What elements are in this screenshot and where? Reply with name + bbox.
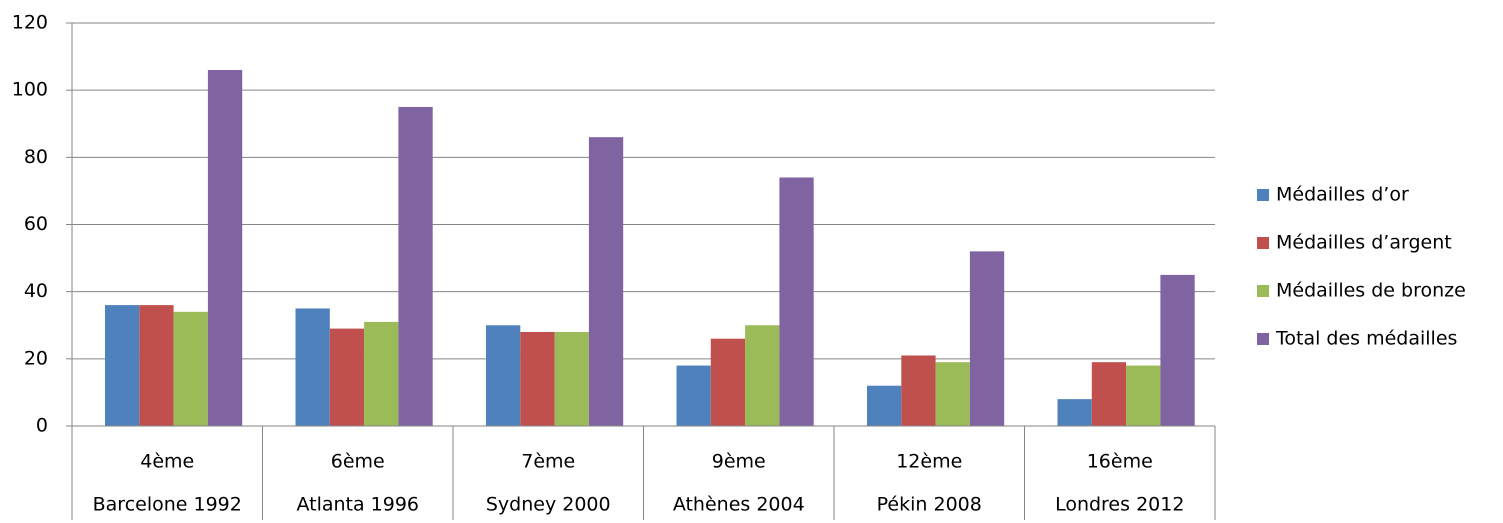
x-tick-label: Athènes 2004 — [673, 494, 805, 516]
x-tick-rank: 9ème — [712, 451, 766, 473]
y-tick-label: 100 — [12, 79, 48, 101]
bar — [520, 331, 555, 426]
bar — [969, 251, 1005, 426]
y-tick-label: 60 — [24, 213, 48, 235]
bar — [588, 137, 624, 426]
bar — [329, 328, 365, 426]
legend-swatch — [1257, 189, 1269, 201]
bar — [554, 331, 589, 426]
x-tick-rank: 7ème — [521, 451, 575, 473]
y-tick-label: 40 — [24, 280, 48, 302]
bar — [935, 362, 970, 426]
legend-swatch — [1257, 285, 1269, 297]
bar — [745, 325, 780, 426]
bar — [1126, 365, 1161, 426]
bar — [1160, 274, 1195, 426]
bar — [1091, 362, 1127, 426]
legend-swatch — [1257, 333, 1269, 345]
y-tick-label: 20 — [24, 347, 48, 369]
y-tick-label: 80 — [24, 146, 48, 168]
bar — [1057, 399, 1092, 426]
legend-label: Médailles de bronze — [1276, 280, 1466, 302]
legend-label: Médailles d’argent — [1276, 232, 1452, 254]
legend-swatch — [1257, 237, 1269, 249]
bar — [710, 338, 746, 426]
x-tick-label: Barcelone 1992 — [93, 494, 242, 516]
bar — [676, 365, 711, 426]
x-tick-rank: 16ème — [1087, 451, 1153, 473]
bar — [779, 177, 814, 426]
x-tick-rank: 6ème — [331, 451, 385, 473]
bar — [901, 355, 936, 426]
bar — [486, 325, 521, 426]
x-tick-rank: 12ème — [896, 451, 962, 473]
bar — [867, 385, 902, 426]
x-tick-label: Londres 2012 — [1055, 494, 1184, 516]
y-tick-label: 0 — [36, 415, 48, 437]
bar — [295, 308, 330, 426]
x-tick-rank: 4ème — [140, 451, 194, 473]
bar — [364, 321, 399, 426]
legend-label: Total des médailles — [1275, 328, 1457, 350]
bar — [207, 70, 243, 427]
y-tick-label: 120 — [12, 12, 48, 34]
bar — [139, 305, 174, 426]
x-tick-label: Atlanta 1996 — [296, 494, 419, 516]
legend-label: Médailles d’or — [1276, 184, 1409, 206]
x-tick-label: Sydney 2000 — [486, 494, 611, 516]
bar — [398, 106, 433, 426]
bar — [105, 305, 140, 426]
bar — [173, 311, 208, 426]
x-tick-label: Pékin 2008 — [877, 494, 982, 516]
